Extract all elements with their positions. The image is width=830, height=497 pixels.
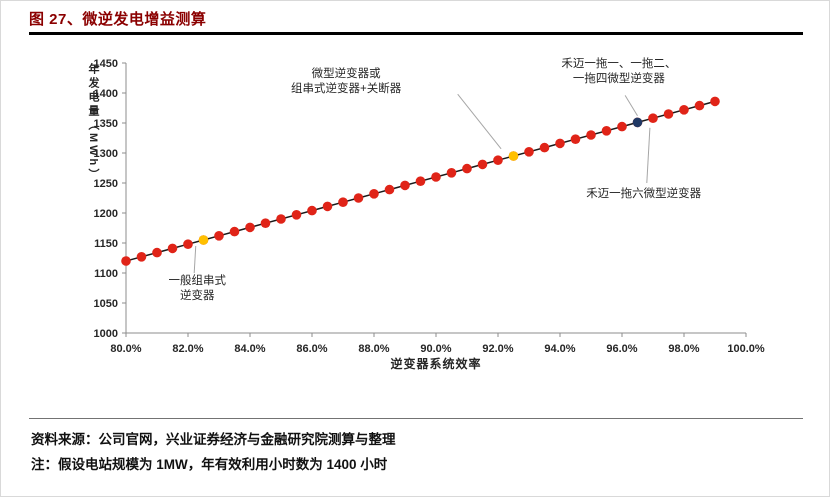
data-point [570, 134, 581, 144]
data-point [446, 168, 457, 178]
data-point [555, 138, 565, 149]
data-point [679, 105, 689, 115]
annotation-text: 禾迈一拖六微型逆变器 [586, 186, 701, 200]
y-axis-label: 年发电量（MWh） [87, 63, 99, 183]
chart-svg: 1000 1050 1100 1150 1200 1250 1300 1350 1400 1450… [94, 56, 765, 355]
note-text: 注：假设电站规模为 1MW，年有效利用小时数为 1400 小时 [31, 457, 388, 472]
y-tick-label: 1000 [94, 328, 118, 340]
data-point [477, 159, 488, 170]
data-point [307, 205, 317, 216]
annotation-leader [193, 245, 197, 274]
data-point [384, 184, 395, 195]
x-tick-label: 84.0% [234, 343, 265, 355]
data-point [121, 256, 131, 266]
x-tick-label: 94.0% [544, 343, 575, 355]
highlight-point [508, 151, 519, 161]
title-underline [29, 32, 803, 35]
data-point [617, 121, 627, 132]
source-text: 资料来源：公司官网，兴业证券经济与金融研究院测算与整理 [31, 432, 396, 447]
x-axis-label: 逆变器系统效率 [390, 357, 482, 371]
data-point [183, 239, 193, 249]
x-tick-label: 90.0% [420, 343, 451, 355]
y-tick-label: 1200 [94, 208, 118, 220]
data-point [648, 113, 658, 123]
x-tick-label: 82.0% [172, 343, 203, 355]
highlight-point [632, 117, 643, 128]
data-point [353, 193, 364, 203]
data-point [524, 147, 534, 157]
y-tick-label: 1250 [94, 178, 118, 190]
data-point [136, 252, 147, 262]
data-point [260, 218, 271, 228]
data-point [694, 100, 705, 111]
annotation-text: 微型逆变器或组串式逆变器+关断器 [291, 66, 402, 95]
y-tick-label: 1100 [94, 268, 118, 280]
x-tick-label: 96.0% [606, 343, 637, 355]
data-point [663, 109, 674, 119]
annotation-leader [457, 93, 502, 150]
highlight-point [198, 235, 209, 245]
y-tick-label: 1400 [94, 88, 118, 100]
data-point [276, 214, 286, 224]
x-tick-label: 86.0% [296, 343, 327, 355]
data-point [400, 180, 410, 191]
y-tick-label: 1300 [94, 148, 118, 160]
y-tick-label: 1050 [94, 298, 118, 310]
data-point [167, 243, 178, 254]
data-point [415, 176, 426, 186]
figure-title: 图 27、微逆发电增益测算 [29, 11, 207, 28]
data-point [229, 226, 240, 237]
data-point [601, 126, 612, 136]
data-point [462, 163, 472, 174]
annotation-text: 一般组串式逆变器 [169, 273, 227, 302]
data-point [152, 247, 162, 258]
data-point [322, 201, 333, 212]
y-tick-label: 1350 [94, 118, 118, 130]
y-tick-label: 1150 [94, 238, 118, 250]
footer-divider [29, 418, 803, 419]
data-point [291, 210, 302, 220]
data-point [493, 155, 503, 165]
annotation-leader [646, 127, 651, 184]
data-point [539, 142, 550, 153]
y-tick-label: 1450 [94, 58, 118, 70]
data-point [338, 197, 348, 207]
data-point [245, 222, 255, 233]
data-point [586, 130, 596, 140]
x-tick-label: 98.0% [668, 343, 699, 355]
annotation-leader [624, 95, 638, 117]
data-point [214, 231, 224, 241]
x-tick-label: 80.0% [110, 343, 141, 355]
data-point [431, 172, 441, 182]
x-tick-label: 100.0% [727, 343, 765, 355]
x-tick-label: 88.0% [358, 343, 389, 355]
x-tick-label: 92.0% [482, 343, 513, 355]
data-point [710, 96, 720, 107]
data-point [369, 189, 379, 199]
annotation-text: 禾迈一拖一、一拖二、一拖四微型逆变器 [561, 56, 676, 85]
